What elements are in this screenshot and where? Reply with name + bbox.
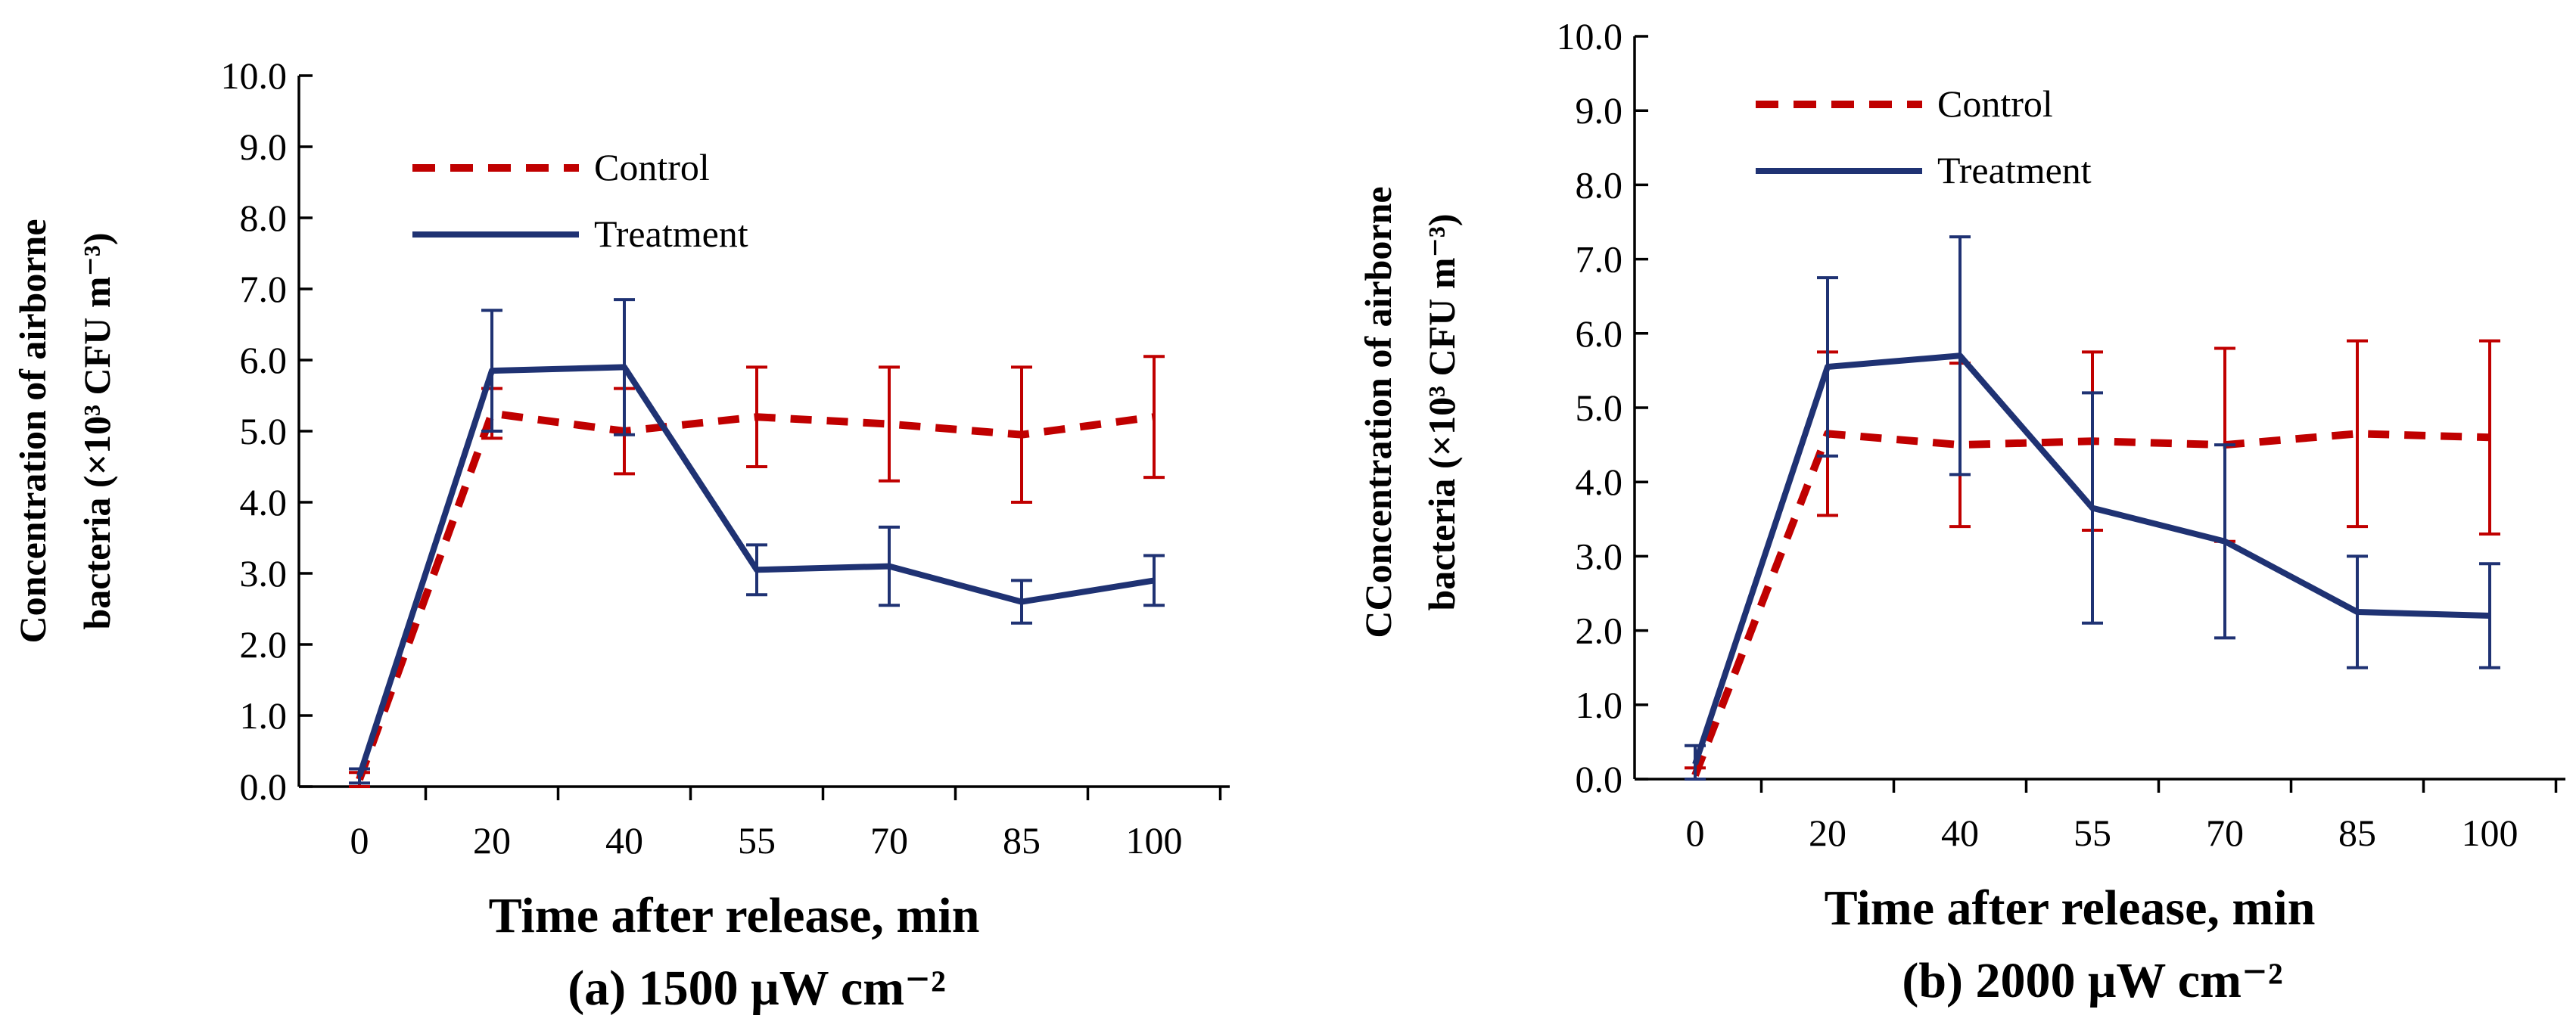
legend-label-treatment: Treatment — [594, 213, 748, 255]
y-tick-label: 2.0 — [1576, 610, 1623, 652]
x-tick-label: 55 — [2074, 812, 2111, 854]
legend-label-treatment: Treatment — [1937, 149, 2092, 191]
x-tick-label: 85 — [2338, 812, 2376, 854]
x-tick-label: 20 — [1809, 812, 1846, 854]
chart-panel-b: 0.0 1.0 2.0 3.0 4.0 5.0 6.0 7.0 8.0 9.0 10.0 0 20 40 5… — [1357, 15, 2565, 1008]
series-line-treatment — [1692, 352, 2490, 765]
y-tick-label: 10.0 — [1557, 15, 1623, 57]
y-tick-label: 10.0 — [221, 54, 288, 97]
x-axis-label: Time after release, min — [1825, 880, 2316, 936]
y-tick-label: 8.0 — [240, 197, 288, 239]
y-tick-label: 2.0 — [240, 623, 288, 666]
y-tick-label: 0.0 — [240, 765, 288, 808]
legend-label-control: Control — [594, 146, 710, 188]
y-axis-label-line1: CConcentration of airborne — [1357, 186, 1399, 638]
x-tick-label: 40 — [605, 819, 643, 862]
series-line-control — [356, 409, 1155, 781]
x-tick-label: 100 — [2462, 812, 2518, 854]
y-tick-label: 6.0 — [240, 339, 288, 381]
y-tick-label: 6.0 — [1576, 312, 1623, 355]
y-axis-label-line1: Concentration of airborne — [11, 219, 54, 643]
y-tick-label: 1.0 — [1576, 684, 1623, 726]
series-treatment — [349, 298, 1165, 785]
x-tick-label: 100 — [1126, 819, 1183, 862]
x-tick-label: 40 — [1941, 812, 1979, 854]
x-axis-label: Time after release, min — [489, 888, 980, 943]
y-tick-label: 3.0 — [1576, 535, 1623, 577]
y-axis-label-line2: bacteria (×10³ CFU m⁻³) — [1420, 214, 1463, 611]
chart-panel-a: 0.0 1.0 2.0 3.0 4.0 5.0 6.0 7.0 8.0 9.0 10.0 0 20 40 5… — [11, 54, 1230, 1016]
x-tick-label: 55 — [738, 819, 776, 862]
y-tick-label: 9.0 — [240, 126, 288, 168]
chart-caption: (a) 1500 μW cm⁻² — [568, 961, 946, 1016]
y-tick-label: 8.0 — [1576, 163, 1623, 206]
x-tick-label: 0 — [350, 819, 369, 862]
y-tick-label: 4.0 — [1576, 461, 1623, 503]
y-tick-label: 5.0 — [240, 410, 288, 452]
series-treatment — [1685, 235, 2500, 781]
y-tick-label: 0.0 — [1576, 758, 1623, 800]
x-tick-label: 0 — [1686, 812, 1705, 854]
y-tick-label: 1.0 — [240, 694, 288, 737]
x-tick-label: 20 — [473, 819, 511, 862]
chart-caption: (b) 2000 μW cm⁻² — [1902, 953, 2282, 1008]
y-tick-label: 9.0 — [1576, 89, 1623, 132]
series-line-treatment — [356, 364, 1155, 778]
y-tick-label: 3.0 — [240, 552, 288, 595]
y-tick-label: 4.0 — [240, 481, 288, 523]
y-axis-label-line2: bacteria (×10³ CFU m⁻³) — [76, 233, 118, 630]
y-tick-label: 7.0 — [240, 268, 288, 310]
x-tick-label: 85 — [1003, 819, 1041, 862]
legend-label-control: Control — [1937, 82, 2053, 125]
y-tick-label: 5.0 — [1576, 387, 1623, 429]
x-tick-label: 70 — [870, 819, 908, 862]
x-tick-label: 70 — [2206, 812, 2244, 854]
y-tick-label: 7.0 — [1576, 238, 1623, 281]
